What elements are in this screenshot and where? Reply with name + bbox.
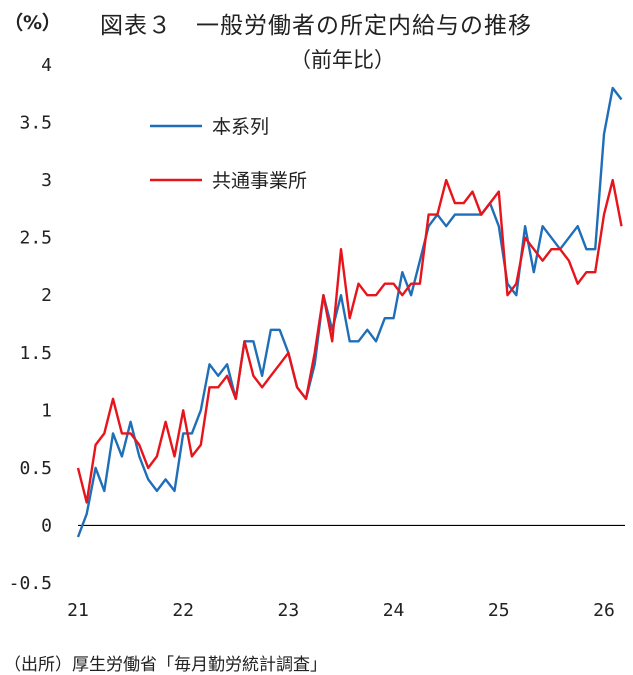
x-tick-label: 23 — [278, 600, 300, 621]
series-line-1 — [76, 86, 623, 538]
y-tick-label: 3 — [41, 170, 52, 191]
legend-label-1: 本系列 — [212, 116, 269, 138]
y-tick-label: 0 — [41, 515, 52, 536]
y-tick-label: 4 — [41, 55, 52, 76]
legend-label-2: 共通事業所 — [212, 170, 307, 192]
source-note: （出所）厚生労働省「毎月勤労統計調査」 — [4, 655, 327, 675]
series-line-2 — [76, 178, 623, 504]
y-tick-label: 1.5 — [19, 343, 52, 364]
x-tick-label: 22 — [172, 600, 194, 621]
chart-title: 図表３ 一般労働者の所定内給与の推移 — [100, 13, 532, 39]
y-tick-label: 1 — [41, 400, 52, 421]
chart-subtitle: （前年比） — [290, 48, 395, 72]
y-tick-label: 2.5 — [19, 228, 52, 249]
y-tick-label: 2 — [41, 285, 52, 306]
y-tick-label: 3.5 — [19, 113, 52, 134]
y-tick-label: 0.5 — [19, 458, 52, 479]
x-tick-label: 25 — [488, 600, 510, 621]
x-tick-label: 26 — [593, 600, 615, 621]
x-tick-label: 21 — [67, 600, 89, 621]
y-tick-label: -0.5 — [9, 573, 52, 594]
x-tick-label: 24 — [383, 600, 405, 621]
line-chart: -0.5 0 0.5 1 1.5 2 2.5 3 3.5 4 21 22 23 24 25 26 本系列共通事業… — [9, 55, 625, 621]
y-axis-unit-label: （%） — [4, 12, 62, 34]
